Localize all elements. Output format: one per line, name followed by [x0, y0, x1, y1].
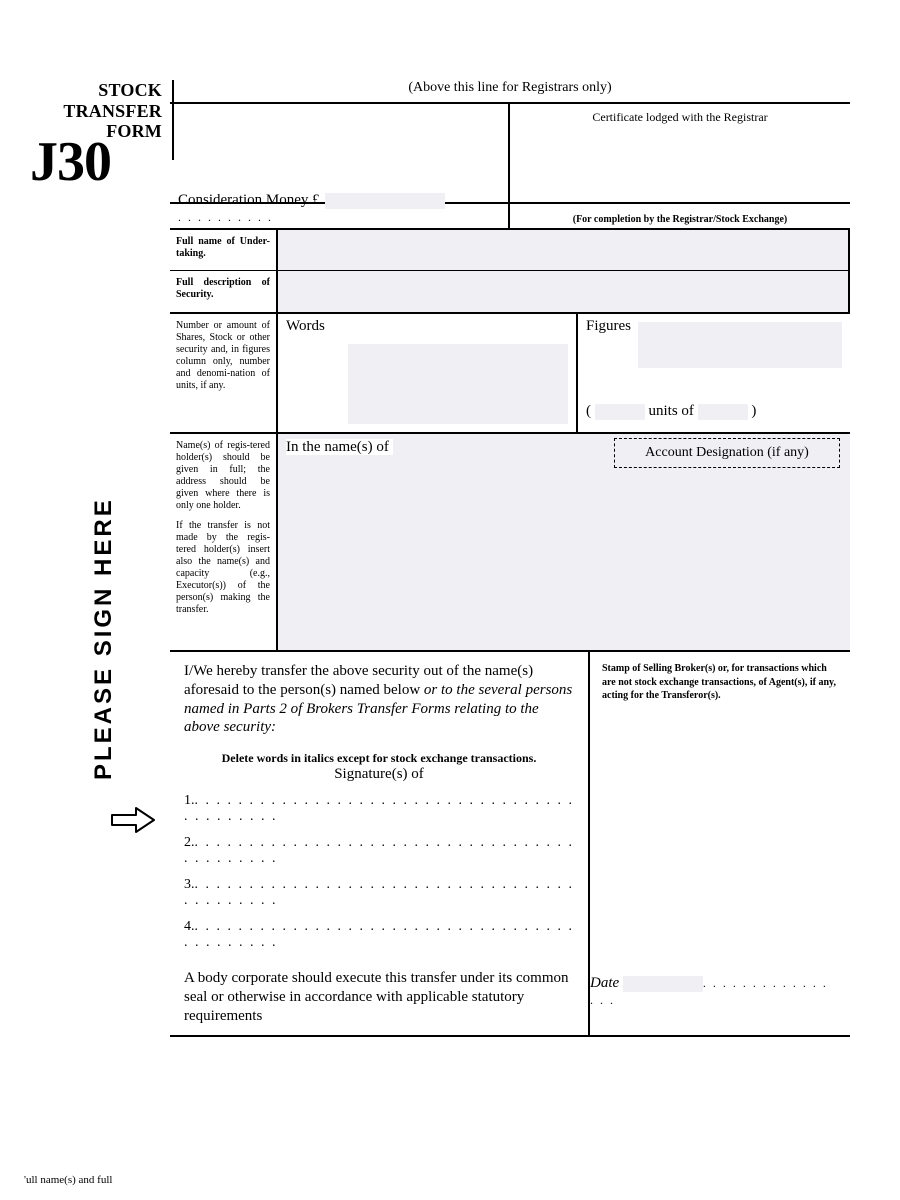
row-consideration: Consideration Money £ . . . . . . . . . … — [170, 202, 850, 228]
figures-cell: Figures ( units of ) — [578, 314, 850, 432]
cert-lodged-label: Certificate lodged with the Registrar — [510, 104, 850, 202]
sig4-num: 4. — [184, 919, 195, 934]
sig4-dots: . . . . . . . . . . . . . . . . . . . . … — [184, 919, 574, 950]
registrars-note: (Above this line for Registrars only) — [170, 80, 850, 102]
holders-side-p2: If the transfer is not made by the regis… — [176, 520, 270, 616]
acct-desig-cell: Account Designation (if any) — [604, 434, 850, 650]
date-line: Date . . . . . . . . . . . . . . . . — [590, 975, 834, 1009]
sig3-num: 3. — [184, 877, 195, 892]
stamp-cell: Stamp of Selling Broker(s) or, for trans… — [590, 652, 850, 1035]
units-line: ( units of ) — [586, 403, 842, 420]
consideration-input[interactable] — [325, 193, 445, 209]
body-corporate-note: A body corporate should execute this tra… — [184, 969, 574, 1025]
undertaking-input[interactable] — [278, 230, 850, 270]
units-count-input[interactable] — [595, 404, 645, 420]
sig3-dots: . . . . . . . . . . . . . . . . . . . . … — [184, 877, 574, 908]
delete-note: Delete words in italics except for stock… — [184, 751, 574, 766]
row-holders: Name(s) of regis-tered holder(s) should … — [170, 432, 850, 650]
signatures-of-label: Signature(s) of — [184, 766, 574, 783]
account-designation-label: Account Designation (if any) — [645, 445, 809, 460]
holders-side-label: Name(s) of regis-tered holder(s) should … — [170, 434, 278, 650]
declaration-cell: I/We hereby transfer the above security … — [170, 652, 590, 1035]
consideration-cell: Consideration Money £ . . . . . . . . . … — [170, 188, 510, 228]
units-close: ) — [751, 403, 756, 419]
signature-lines: 1.. . . . . . . . . . . . . . . . . . . … — [184, 793, 574, 951]
sig1-num: 1. — [184, 793, 195, 808]
units-of-input[interactable] — [698, 404, 748, 420]
declaration-text: I/We hereby transfer the above security … — [184, 662, 574, 737]
sign-here-label: PLEASE SIGN HERE — [90, 480, 118, 780]
form-code: J30 — [30, 130, 111, 194]
undertaking-side-label: Full name of Under-taking. — [170, 230, 278, 270]
row-amount: Number or amount of Shares, Stock or oth… — [170, 312, 850, 432]
acct-desig-input[interactable] — [604, 476, 850, 626]
account-designation-box[interactable]: Account Designation (if any) — [614, 438, 840, 468]
figures-input[interactable] — [638, 322, 842, 368]
row-undertaking: Full name of Under-taking. — [170, 228, 850, 270]
sig-line-2[interactable]: 2.. . . . . . . . . . . . . . . . . . . … — [184, 835, 574, 867]
row-registrar-top: Certificate lodged with the Registrar — [170, 102, 850, 202]
sig2-num: 2. — [184, 835, 195, 850]
security-input[interactable] — [278, 271, 850, 312]
amount-side-label: Number or amount of Shares, Stock or oth… — [170, 314, 278, 432]
arrow-right-icon — [110, 805, 156, 835]
words-label: Words — [286, 318, 568, 335]
footer-fragment: 'ull name(s) and full — [24, 1174, 112, 1186]
names-cell: In the name(s) of — [278, 434, 604, 650]
words-input[interactable] — [348, 344, 568, 424]
row-security: Full description of Security. — [170, 270, 850, 312]
security-side-label: Full description of Security. — [170, 271, 278, 312]
units-open: ( — [586, 403, 591, 419]
names-input[interactable] — [278, 458, 604, 650]
date-input[interactable] — [623, 976, 703, 992]
in-names-of-label: In the name(s) of — [286, 439, 393, 455]
sig1-dots: . . . . . . . . . . . . . . . . . . . . … — [184, 793, 574, 824]
sig-line-1[interactable]: 1.. . . . . . . . . . . . . . . . . . . … — [184, 793, 574, 825]
stamp-text: Stamp of Selling Broker(s) or, for trans… — [602, 662, 838, 703]
units-mid: units of — [649, 403, 694, 419]
bottom-rule — [170, 1035, 850, 1037]
row-declaration: I/We hereby transfer the above security … — [170, 650, 850, 1035]
title-line-2: TRANSFER — [24, 101, 162, 122]
sig2-dots: . . . . . . . . . . . . . . . . . . . . … — [184, 835, 574, 866]
page: STOCK TRANSFER FORM J30 PLEASE SIGN HERE… — [0, 0, 900, 1200]
date-label: Date — [590, 975, 619, 991]
sig-line-3[interactable]: 3.. . . . . . . . . . . . . . . . . . . … — [184, 877, 574, 909]
document-frame: STOCK TRANSFER FORM J30 PLEASE SIGN HERE… — [12, 12, 888, 1188]
title-line-1: STOCK — [24, 80, 162, 101]
sig-line-4[interactable]: 4.. . . . . . . . . . . . . . . . . . . … — [184, 919, 574, 951]
words-cell: Words — [278, 314, 578, 432]
holders-side-p1: Name(s) of regis-tered holder(s) should … — [176, 440, 270, 512]
consideration-label: Consideration Money £ — [178, 192, 320, 208]
registrar-completion-label: (For completion by the Registrar/Stock E… — [510, 210, 850, 228]
form-body: (Above this line for Registrars only) Ce… — [170, 80, 850, 1037]
